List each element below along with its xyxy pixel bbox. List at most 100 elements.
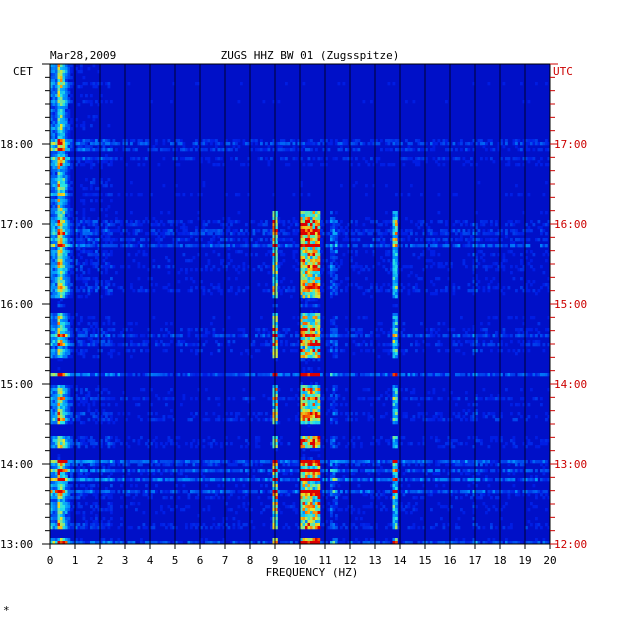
heatmap-cell [400, 157, 403, 161]
heatmap-cell [422, 334, 426, 338]
heatmap-cell [110, 343, 113, 347]
heatmap-cell [107, 235, 111, 239]
heatmap-cell [155, 412, 158, 416]
heatmap-cell [90, 253, 93, 257]
heatmap-cell [225, 238, 228, 242]
heatmap-cell [527, 415, 531, 419]
heatmap-cell [287, 373, 291, 377]
heatmap-cell [70, 94, 73, 98]
heatmap-cell [480, 142, 483, 146]
heatmap-cell [545, 148, 548, 152]
heatmap-cell [72, 316, 76, 320]
heatmap-cell [257, 157, 261, 161]
heatmap-cell [447, 334, 451, 338]
heatmap-cell [330, 244, 333, 248]
heatmap-cell [310, 262, 313, 266]
heatmap-cell [200, 286, 203, 290]
heatmap-cell [295, 334, 298, 338]
heatmap-cell [152, 289, 156, 293]
heatmap-cell [497, 148, 501, 152]
heatmap-cell [337, 394, 341, 398]
heatmap-cell [85, 349, 88, 353]
heatmap-cell [60, 316, 63, 320]
heatmap-cell [245, 397, 248, 401]
heatmap-cell [77, 103, 81, 107]
heatmap-cell [300, 250, 303, 254]
heatmap-cell [315, 337, 318, 341]
heatmap-cell [305, 142, 308, 146]
heatmap-cell [52, 235, 56, 239]
heatmap-cell [532, 223, 536, 227]
heatmap-cell [227, 277, 231, 281]
heatmap-cell [325, 244, 328, 248]
heatmap-cell [447, 157, 451, 161]
heatmap-cell [82, 202, 86, 206]
heatmap-cell [307, 235, 311, 239]
heatmap-cell [85, 160, 88, 164]
heatmap-cell [345, 289, 348, 293]
heatmap-cell [107, 265, 111, 269]
heatmap-cell [405, 229, 408, 233]
heatmap-cell [380, 148, 383, 152]
heatmap-cell [67, 121, 71, 125]
heatmap-cell [242, 142, 246, 146]
heatmap-cell [65, 235, 68, 239]
heatmap-cell [262, 262, 266, 266]
heatmap-cell [342, 82, 346, 86]
heatmap-cell [302, 409, 306, 413]
heatmap-cell [65, 148, 68, 152]
heatmap-cell [335, 226, 338, 230]
heatmap-cell [317, 226, 321, 230]
heatmap-cell [342, 157, 346, 161]
heatmap-cell [477, 229, 481, 233]
heatmap-cell [522, 343, 526, 347]
heatmap-cell [387, 373, 391, 377]
heatmap-cell [140, 142, 143, 146]
heatmap-cell [200, 328, 203, 332]
heatmap-cell [460, 148, 463, 152]
heatmap-cell [65, 238, 68, 242]
heatmap-cell [87, 232, 91, 236]
heatmap-cell [100, 199, 103, 203]
heatmap-cell [100, 142, 103, 146]
heatmap-cell [467, 283, 471, 287]
heatmap-cell [302, 229, 306, 233]
heatmap-cell [105, 262, 108, 266]
heatmap-cell [90, 157, 93, 161]
heatmap-cell [210, 373, 213, 377]
heatmap-cell [60, 94, 63, 98]
heatmap-cell [275, 280, 278, 284]
heatmap-cell [510, 241, 513, 245]
heatmap-cell [305, 241, 308, 245]
heatmap-cell [300, 412, 303, 416]
heatmap-cell [60, 82, 63, 86]
heatmap-cell [175, 193, 178, 197]
heatmap-cell [65, 244, 68, 248]
heatmap-cell [332, 265, 336, 269]
heatmap-cell [335, 418, 338, 422]
heatmap-cell [525, 238, 528, 242]
heatmap-cell [55, 130, 58, 134]
heatmap-cell [482, 244, 486, 248]
heatmap-cell [75, 277, 78, 281]
heatmap-cell [530, 220, 533, 224]
heatmap-cell [385, 142, 388, 146]
heatmap-cell [312, 397, 316, 401]
heatmap-cell [122, 289, 126, 293]
heatmap-cell [527, 160, 531, 164]
heatmap-cell [62, 235, 66, 239]
heatmap-cell [212, 373, 216, 377]
heatmap-cell [432, 250, 436, 254]
heatmap-cell [102, 220, 106, 224]
heatmap-cell [100, 280, 103, 284]
heatmap-cell [97, 142, 101, 146]
heatmap-cell [55, 151, 58, 155]
heatmap-cell [302, 274, 306, 278]
heatmap-cell [365, 343, 368, 347]
heatmap-cell [52, 190, 56, 194]
heatmap-cell [312, 346, 316, 350]
heatmap-cell [82, 412, 86, 416]
heatmap-cell [150, 412, 153, 416]
heatmap-cell [107, 283, 111, 287]
heatmap-cell [175, 223, 178, 227]
